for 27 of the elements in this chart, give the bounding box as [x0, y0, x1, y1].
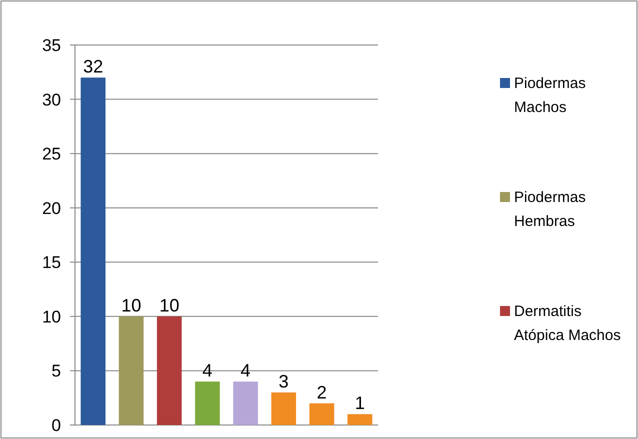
bar — [195, 382, 220, 425]
y-tick-label: 15 — [42, 253, 61, 272]
bar — [348, 414, 372, 425]
y-tick-label: 30 — [42, 90, 61, 110]
data-label: 3 — [278, 371, 289, 392]
data-label: 10 — [159, 295, 180, 316]
bar — [118, 316, 144, 425]
y-tick-label: 20 — [42, 198, 61, 218]
data-label: 4 — [240, 360, 251, 381]
y-tick-label: 25 — [42, 144, 61, 164]
data-label: 32 — [83, 56, 104, 77]
legend-label: Piodermas Machos — [514, 75, 586, 116]
data-label: 2 — [316, 382, 327, 402]
data-label: 4 — [202, 360, 212, 381]
bar — [309, 403, 334, 425]
bar — [233, 382, 258, 425]
legend-label: Piodermas Hembras — [514, 189, 586, 230]
y-tick-label: 5 — [52, 362, 61, 381]
data-label: 1 — [354, 393, 365, 414]
bar — [156, 316, 182, 425]
bar — [80, 78, 106, 425]
data-label: 10 — [121, 295, 142, 316]
y-tick-label: 0 — [52, 416, 61, 435]
bar — [271, 392, 296, 425]
legend-label: Dermatitis Atópica Machos — [514, 303, 621, 344]
y-tick-label: 35 — [42, 36, 61, 55]
y-tick-label: 10 — [42, 307, 61, 326]
